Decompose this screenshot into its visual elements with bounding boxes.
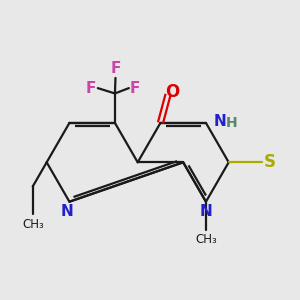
Text: S: S <box>263 153 275 171</box>
Text: F: F <box>86 81 96 96</box>
Text: F: F <box>130 81 140 96</box>
Text: N: N <box>213 114 226 129</box>
Text: CH₃: CH₃ <box>22 218 44 231</box>
Text: O: O <box>165 83 179 101</box>
Text: CH₃: CH₃ <box>195 233 217 246</box>
Text: H: H <box>226 116 237 130</box>
Text: F: F <box>110 61 121 76</box>
Text: N: N <box>60 204 73 219</box>
Text: N: N <box>200 204 212 219</box>
